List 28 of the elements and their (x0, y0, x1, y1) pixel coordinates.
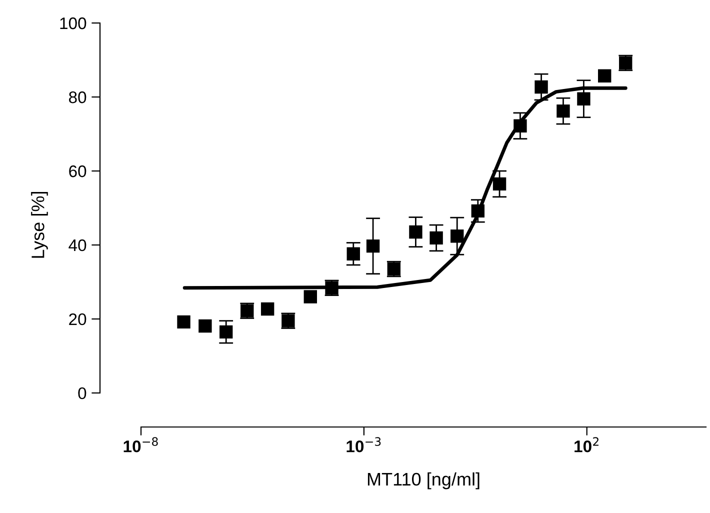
point (450, 230, 464, 243)
x-tick-label: 10$^{−3}$ (346, 437, 381, 452)
y-tick-label: 20 (69, 313, 86, 326)
point (409, 225, 422, 239)
point (492, 177, 506, 191)
y-axis-title: Lyse [%] (31, 192, 48, 258)
point (471, 204, 485, 218)
point (346, 247, 360, 260)
y-tick-label: 40 (68, 239, 86, 252)
point (198, 319, 212, 333)
point (577, 92, 590, 106)
y-tick-label: 80 (68, 91, 86, 104)
y-tick-label: 60 (69, 165, 86, 178)
y-tick-label: 100 (60, 17, 86, 30)
point (430, 231, 443, 245)
point (177, 315, 190, 329)
point (534, 80, 548, 94)
point (260, 302, 274, 316)
point (366, 239, 380, 253)
point (219, 325, 233, 339)
x-axis-title: MT110 [ng/ml] (368, 472, 480, 490)
point (514, 119, 527, 132)
point (598, 69, 612, 83)
y-tick-label: 0 (78, 387, 86, 400)
x-tick-label: 10$^{−8}$ (124, 437, 158, 452)
point (304, 290, 317, 304)
x-tick-label: 10$^{2}$ (574, 437, 598, 452)
point (556, 104, 570, 118)
